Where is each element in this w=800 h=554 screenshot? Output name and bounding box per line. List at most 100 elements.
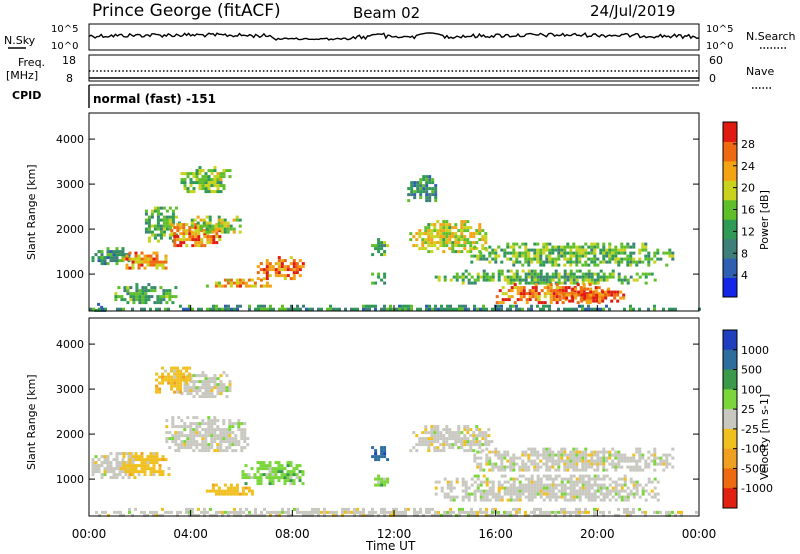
velocity-cell [207,425,211,429]
power-cell [478,232,482,236]
power-cell [507,295,511,299]
power-cell [635,263,639,267]
power-cell [156,298,160,302]
velocity-cell [452,510,455,514]
velocity-cell [311,510,314,514]
velocity-cell [593,495,597,499]
velocity-cell [155,458,159,462]
velocity-cell [284,510,287,514]
velocity-cell [521,489,525,493]
power-cell [143,254,147,258]
velocity-cell [124,473,128,477]
velocity-cell [241,489,245,493]
power-cell [162,224,166,228]
power-cell [164,260,168,264]
power-cell [118,259,122,263]
velocity-colorbar-swatch [723,349,737,371]
velocity-cell [554,513,557,517]
velocity-cell [289,482,293,486]
velocity-cell [170,375,174,379]
cpid-label: CPID [12,89,41,102]
xtick-label: 04:00 [173,527,208,541]
power-cell [533,272,537,276]
power-cell [189,181,193,185]
power-cell [262,268,266,272]
velocity-cell [463,437,467,441]
power-cell [159,295,163,299]
velocity-cell [413,510,416,514]
power-cell [614,251,618,255]
velocity-cell [359,510,362,514]
power-cell [150,233,154,237]
power-cell [509,281,513,285]
velocity-cell [656,492,660,496]
velocity-cell [581,477,585,481]
velocity-cell [560,489,564,493]
velocity-cell [161,455,165,459]
velocity-cell [527,456,531,460]
velocity-cell [494,453,498,457]
power-cell [555,283,559,287]
power-cell [295,262,299,266]
velocity-cell [207,383,211,387]
power-cell [457,238,461,242]
power-cell [536,251,540,255]
velocity-cell [198,431,202,435]
velocity-cell [527,513,530,517]
velocity-cell [497,489,501,493]
velocity-cell [518,510,521,514]
velocity-cell [271,482,275,486]
velocity-cell [533,462,537,466]
velocity-cell [587,462,591,466]
velocity-cell [281,507,284,511]
power-cell [436,220,440,224]
power-cell [195,181,199,185]
velocity-cell [614,450,618,454]
power-cell [570,292,574,296]
velocity-cell [596,465,600,469]
power-cell [226,281,230,285]
power-cell [563,272,567,276]
power-cell [572,275,576,279]
velocity-cell [545,513,548,517]
power-cell [460,250,464,254]
velocity-cell [596,474,600,478]
power-cell [229,284,233,288]
power-cell [428,175,432,179]
velocity-cell [647,480,651,484]
velocity-cell [180,419,184,423]
power-cell [449,307,452,311]
power-cell [569,257,573,261]
velocity-cell [542,513,545,517]
velocity-cell [629,456,633,460]
velocity-cell [536,450,540,454]
power-cell [608,248,612,252]
power-cell [598,296,602,300]
power-cell [272,307,275,311]
velocity-cell [266,510,269,514]
velocity-cell [250,489,254,493]
power-cell [466,241,470,245]
velocity-cell [551,462,555,466]
power-cell [212,304,215,308]
power-cell [566,260,570,264]
velocity-cell [575,489,579,493]
velocity-cell [578,498,582,502]
velocity-cell [374,455,378,459]
velocity-cell [557,483,561,487]
power-cell [428,196,432,200]
velocity-cell [448,428,452,432]
velocity-cell [479,456,483,460]
power-cell [506,251,510,255]
velocity-cell [207,389,211,393]
velocity-cell [427,440,431,444]
power-cell [147,218,151,222]
velocity-colorbar-label: Velocity [m s-1] [758,394,771,480]
power-cell [536,242,540,246]
power-cell [182,226,186,230]
velocity-cell [247,486,251,490]
velocity-cell [213,431,217,435]
power-cell [271,265,275,269]
power-cell [506,278,510,282]
